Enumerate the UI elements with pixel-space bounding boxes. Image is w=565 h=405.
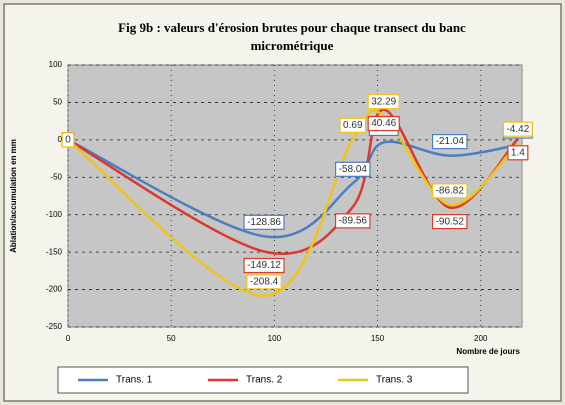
data-label-box — [243, 257, 285, 274]
legend-label: Trans. 2 — [246, 375, 283, 386]
data-label: 0 — [65, 134, 71, 145]
y-tick-label: -200 — [46, 285, 63, 294]
data-label: -4.42 — [506, 124, 529, 135]
data-label-box — [61, 132, 75, 148]
series-line — [67, 109, 519, 298]
y-tick-label: -150 — [46, 247, 63, 256]
data-label-box — [507, 145, 529, 161]
legend — [57, 366, 469, 394]
y-axis-label: Ablation/accumulation en mm — [9, 139, 18, 253]
data-label: -149.12 — [247, 260, 281, 271]
y-tick-label: 50 — [53, 98, 62, 107]
y-tick-label: 100 — [49, 60, 63, 69]
data-label-box — [335, 213, 371, 229]
data-label: -58.04 — [339, 164, 368, 175]
data-label-box — [431, 134, 468, 150]
data-label: 40.46 — [371, 118, 396, 129]
data-label-box — [502, 121, 533, 137]
data-label: 1.4 — [511, 147, 525, 158]
data-label: -90.52 — [436, 216, 465, 227]
chart-subtitle: micrométrique — [251, 38, 334, 53]
data-label-box — [367, 94, 400, 110]
data-label: 0.69 — [343, 120, 363, 131]
data-label-box — [243, 214, 285, 230]
y-tick-label: -100 — [46, 210, 63, 219]
data-label-box — [367, 115, 400, 132]
data-label: -86.82 — [436, 185, 465, 196]
data-label-box — [335, 161, 371, 177]
series-line — [67, 138, 519, 239]
x-tick-label: 200 — [474, 334, 488, 343]
data-label: -208.4 — [250, 277, 279, 288]
legend-label: Trans. 1 — [116, 375, 153, 386]
x-tick-label: 0 — [66, 334, 71, 343]
data-label-box — [339, 117, 367, 133]
y-tick-label: 0 — [58, 135, 63, 144]
data-label: -21.04 — [436, 136, 465, 147]
chart-title: Fig 9b : valeurs d'érosion brutes pour c… — [118, 20, 466, 35]
x-tick-label: 50 — [167, 334, 176, 343]
data-label-box — [246, 274, 282, 290]
legend-label: Trans. 3 — [376, 375, 413, 386]
y-tick-label: -250 — [46, 322, 63, 331]
y-tick-label: -50 — [50, 172, 62, 181]
x-tick-label: 100 — [268, 334, 282, 343]
x-axis-label: Nombre de jours — [456, 347, 520, 356]
x-tick-label: 150 — [371, 334, 385, 343]
data-label: -128.86 — [247, 217, 281, 228]
data-label: 32.29 — [371, 96, 396, 107]
data-label-box — [431, 183, 468, 199]
data-label-box — [431, 214, 468, 230]
data-label: -89.56 — [339, 216, 368, 227]
